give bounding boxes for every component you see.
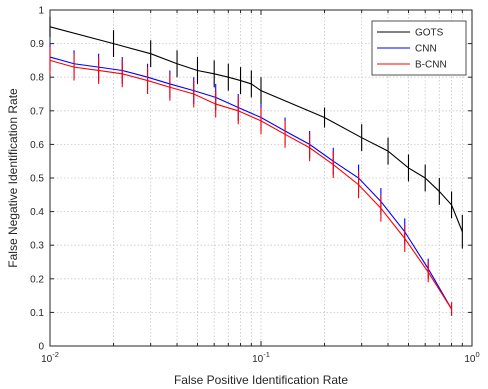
series-gots <box>49 16 463 249</box>
x-tick-label: 10-2 <box>41 350 59 365</box>
y-tick-label: 0.9 <box>30 39 44 50</box>
series-line <box>49 59 453 310</box>
legend-label: B-CNN <box>415 60 447 71</box>
y-tick-label: 0.1 <box>30 308 44 319</box>
x-tick-label: 10-1 <box>252 350 270 365</box>
legend-label: GOTS <box>415 28 444 39</box>
y-tick-label: 0.2 <box>30 274 44 285</box>
y-tick-label: 0.4 <box>30 207 44 218</box>
series-line <box>49 26 463 232</box>
y-tick-label: 0.7 <box>30 106 44 117</box>
y-tick-label: 0.3 <box>30 241 44 252</box>
legend-label: CNN <box>415 44 437 55</box>
series-line <box>49 56 453 310</box>
series-cnn <box>49 43 453 316</box>
series-layer <box>49 16 463 316</box>
axis-ticks: 0 0.1 0.2 0.3 0.4 0.5 0.6 0.7 0.8 0.9 1 10-2 10-1 100 <box>30 6 480 366</box>
legend: GOTS CNN B-CNN <box>371 20 467 76</box>
y-tick-label: 0.5 <box>30 174 44 185</box>
y-tick-label: 0.6 <box>30 140 44 151</box>
x-tick-label: 100 <box>464 350 479 365</box>
x-axis-label: False Positive Identification Rate <box>174 373 348 387</box>
y-tick-label: 1 <box>38 6 44 17</box>
y-axis-label: False Negative Identification Rate <box>6 88 20 268</box>
y-tick-label: 0.8 <box>30 73 44 84</box>
series-b-cnn <box>49 46 453 316</box>
y-tick-label: 0 <box>38 342 44 353</box>
